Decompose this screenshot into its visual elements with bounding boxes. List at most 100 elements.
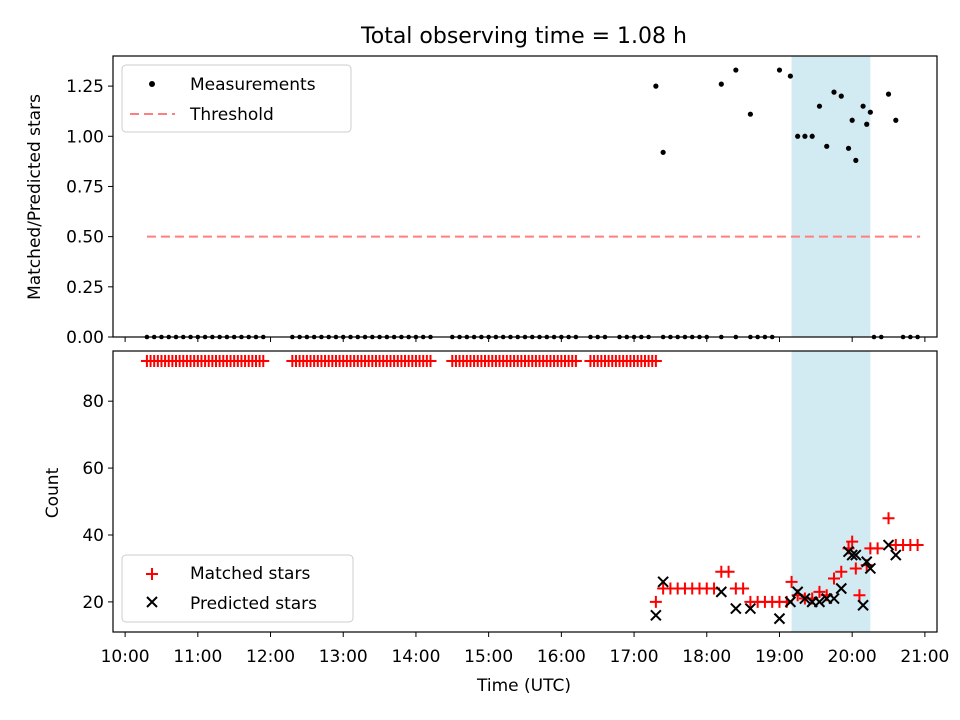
top-y-tick-label: 0.50: [66, 228, 104, 248]
measurement-point: [802, 133, 808, 139]
measurement-point: [660, 149, 666, 155]
bottom-axes-frame: [112, 350, 938, 633]
bottom-x-tick-label: 17:00: [610, 647, 659, 667]
measurement-point: [824, 143, 830, 149]
predicted-star-point: [650, 609, 662, 621]
matched-star-point: [882, 512, 895, 525]
legend-matched-label: Matched stars: [190, 564, 310, 584]
matched-star-point: [813, 585, 826, 598]
matched-star-point: [871, 542, 884, 555]
measurement-point: [860, 103, 866, 109]
measurement-point: [787, 73, 793, 79]
matched-star-point: [424, 355, 437, 368]
bottom-highlight-span: [791, 351, 871, 632]
predicted-star-point: [861, 556, 873, 568]
bottom-x-tick-label: 16:00: [537, 647, 586, 667]
legend-threshold-label: Threshold: [189, 105, 274, 125]
top-highlight-span: [791, 56, 871, 337]
top-measurement-points: [653, 67, 899, 163]
bottom-y-tick-label: 80: [82, 392, 104, 412]
measurement-point: [838, 93, 844, 99]
matched-star-point: [649, 355, 662, 368]
measurement-point: [795, 133, 801, 139]
measurement-point: [776, 67, 783, 73]
predicted-star-point: [715, 586, 728, 598]
matched-star-point: [569, 355, 582, 368]
predicted-star-point: [784, 596, 797, 608]
bottom-x-tick-label: 20:00: [828, 647, 877, 667]
matched-star-point: [911, 539, 924, 552]
bottom-y-ticks: 20 40 60 80: [82, 392, 113, 613]
bottom-x-tick-label: 19:00: [755, 647, 804, 667]
predicted-star-point: [828, 592, 840, 605]
bottom-x-tick-label: 12:00: [246, 647, 295, 667]
bottom-y-tick-label: 60: [82, 459, 104, 479]
measurement-point: [831, 89, 837, 95]
matched-star-point: [849, 562, 862, 575]
matched-star-point: [649, 595, 662, 608]
measurement-point: [718, 81, 724, 87]
predicted-star-point: [744, 602, 757, 615]
matched-star-point: [722, 565, 735, 578]
predicted-star-point: [850, 549, 862, 561]
predicted-star-point: [773, 612, 786, 625]
legend-predicted-marker: [146, 596, 158, 608]
measurement-point: [853, 157, 859, 163]
top-x-ticks: [124, 337, 926, 342]
bottom-y-tick-label: 20: [82, 593, 104, 613]
predicted-star-point: [882, 539, 895, 551]
measurement-point: [867, 109, 873, 115]
bottom-x-tick-label: 18:00: [682, 647, 731, 667]
matched-star-point: [737, 582, 750, 595]
top-y-tick-label: 0.75: [66, 177, 104, 197]
matched-star-point: [853, 589, 866, 602]
measurement-point: [849, 117, 855, 123]
legend-measurements-marker: [149, 81, 155, 87]
matched-star-point: [846, 535, 859, 548]
measurement-point: [864, 121, 870, 127]
predicted-star-point: [890, 549, 902, 561]
predicted-star-point: [857, 599, 869, 611]
measurement-point: [885, 91, 892, 97]
matched-star-point: [257, 355, 270, 368]
matched-stars-points: [649, 512, 924, 608]
top-y-axis-label: Matched/Predicted stars: [25, 94, 45, 300]
measurement-point: [845, 145, 852, 151]
top-y-tick-label: 0.00: [66, 328, 104, 348]
top-legend: Measurements Threshold: [121, 64, 352, 133]
matched-star-point: [835, 565, 848, 578]
predicted-star-point: [799, 592, 811, 605]
bottom-x-tick-label: 11:00: [173, 647, 222, 667]
predicted-star-point: [864, 562, 877, 575]
measurement-point: [747, 111, 753, 117]
top-y-ticks: 0.00 0.25 0.50 0.75 1.00 1.25: [66, 77, 113, 348]
bottom-y-axis-label: Count: [43, 467, 63, 518]
measurement-point: [893, 117, 899, 123]
predicted-star-point: [846, 549, 858, 561]
top-y-tick-label: 1.00: [66, 127, 104, 147]
bottom-legend-box: [121, 554, 354, 623]
bottom-legend: Matched stars Predicted stars: [121, 554, 354, 623]
matched-star-point: [785, 575, 798, 588]
top-legend-box: [121, 64, 352, 133]
predicted-star-point: [835, 582, 847, 595]
bottom-x-ticks: 10:00 11:00 12:00 13:00 14:00 15:00 16:00 17:00…: [101, 632, 949, 667]
bottom-x-tick-label: 21:00: [900, 647, 949, 667]
matched-star-point: [828, 572, 840, 585]
top-panel: 0.00 0.25 0.50 0.75 1.00 1.25 Matched/Predict…: [25, 55, 938, 348]
measurement-point: [653, 83, 659, 89]
top-y-tick-label: 0.25: [66, 278, 104, 298]
measurement-point: [733, 67, 739, 73]
top-axes-frame: [112, 55, 938, 338]
bottom-x-tick-label: 15:00: [464, 647, 513, 667]
measurement-point: [816, 103, 823, 109]
bottom-y-tick-label: 40: [82, 526, 104, 546]
bottom-x-tick-label: 14:00: [391, 647, 440, 667]
predicted-star-point: [730, 602, 742, 615]
predicted-stars-points: [650, 539, 902, 625]
matched-stars-segments: [140, 355, 662, 368]
x-axis-label: Time (UTC): [476, 676, 571, 696]
bottom-x-tick-label: 13:00: [319, 647, 368, 667]
